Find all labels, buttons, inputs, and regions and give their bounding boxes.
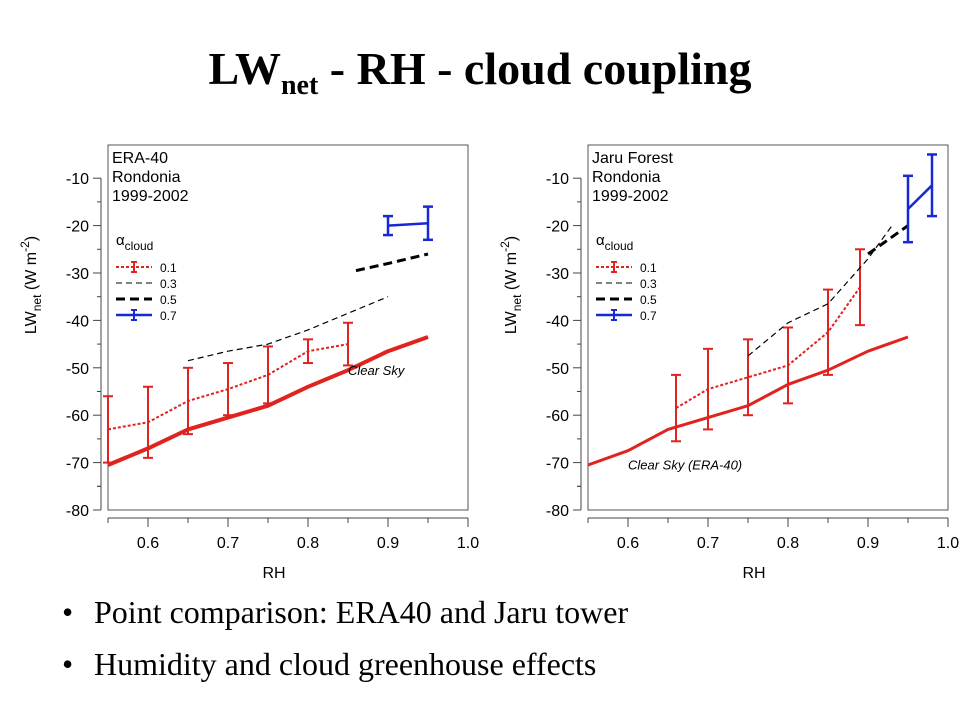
y-tick-label: -80 [66, 503, 89, 520]
chart-jaru-forest: -10 -20 -30 -40 -50 -60 -70 -80 0.6 0.7 0.8 0.9 1.0 R… [498, 144, 959, 582]
info-text: Rondonia [112, 169, 181, 186]
series-line [387, 221, 429, 227]
y-tick-label: -30 [546, 266, 569, 283]
y-axis-label-part: LW [503, 310, 520, 334]
legend-label: 0.1 [640, 261, 657, 275]
legend-label: 0.7 [160, 309, 177, 323]
plot-frame [587, 144, 949, 511]
legend-title-symbol: α [116, 232, 125, 249]
bullet-list: • Point comparison: ERA40 and Jaru tower … [60, 590, 628, 694]
y-axis-label-part: LW [23, 310, 40, 334]
x-tick-label: 0.7 [697, 535, 719, 552]
bullet-dot: • [62, 594, 74, 630]
legend-label: 0.3 [160, 277, 177, 291]
y-axis-label-part: -2 [498, 241, 512, 252]
y-tick-label: -10 [66, 171, 89, 188]
bullet-text: Humidity and cloud greenhouse effects [94, 646, 597, 682]
y-tick-label: -40 [546, 313, 569, 330]
y-axis-label-part: net [30, 294, 44, 311]
series-line [355, 252, 429, 273]
x-axis-label: RH [742, 565, 765, 582]
y-tick-label: -70 [66, 456, 89, 473]
title-rest: - RH - cloud coupling [318, 43, 752, 94]
legend-title-symbol: α [596, 232, 605, 249]
chart-era40: -10 -20 -30 -40 -50 -60 -70 -80 0.6 0.7 0.8 0.9 1.0 R… [18, 144, 479, 582]
y-tick-label: -20 [546, 219, 569, 236]
info-text: 1999-2002 [592, 188, 669, 205]
y-tick-label: -50 [546, 361, 569, 378]
series-line [187, 296, 389, 362]
series-line [867, 224, 909, 256]
series-line [747, 225, 893, 357]
y-tick-label: -60 [66, 408, 89, 425]
x-tick-label: 0.8 [297, 535, 319, 552]
x-tick-label: 0.6 [617, 535, 639, 552]
y-tick-label: -70 [546, 456, 569, 473]
x-tick-label: 1.0 [457, 535, 479, 552]
legend-label: 0.1 [160, 261, 177, 275]
y-tick-label: -10 [546, 171, 569, 188]
bullet-item: • Point comparison: ERA40 and Jaru tower [60, 590, 628, 642]
info-text: ERA-40 [112, 150, 168, 167]
y-axis-label-part: -2 [18, 241, 32, 252]
bullet-item: • Humidity and cloud greenhouse effects [60, 642, 628, 694]
bullet-dot: • [62, 646, 74, 682]
y-axis-label-part: (W m [23, 252, 40, 295]
bullet-text: Point comparison: ERA40 and Jaru tower [94, 594, 629, 630]
x-tick-label: 0.9 [377, 535, 399, 552]
y-tick-label: -50 [66, 361, 89, 378]
y-tick-label: -40 [66, 313, 89, 330]
plot-frame [107, 144, 469, 511]
info-text: Jaru Forest [592, 150, 673, 167]
legend-label: 0.3 [640, 277, 657, 291]
x-tick-label: 0.7 [217, 535, 239, 552]
y-axis-label-part: net [510, 294, 524, 311]
y-axis-label-part: ) [503, 236, 520, 241]
y-axis-label-part: ) [23, 236, 40, 241]
x-tick-label: 0.9 [857, 535, 879, 552]
x-axis-label: RH [262, 565, 285, 582]
y-axis-label: LWnet (W m-2) [18, 236, 44, 334]
series-line [675, 286, 861, 409]
info-text: Rondonia [592, 169, 661, 186]
y-axis-label-part: (W m [503, 252, 520, 295]
legend-title-sub: cloud [125, 239, 154, 253]
slide-title: LWnet - RH - cloud coupling [0, 42, 960, 102]
legend-title-sub: cloud [605, 239, 634, 253]
legend-title: αcloud [116, 232, 153, 253]
x-tick-label: 0.6 [137, 535, 159, 552]
series-line [907, 184, 933, 210]
y-tick-label: -60 [546, 408, 569, 425]
legend-label: 0.5 [160, 293, 177, 307]
legend-label: 0.5 [640, 293, 657, 307]
clear-sky-annotation: Clear Sky (ERA-40) [628, 458, 742, 473]
x-tick-label: 1.0 [937, 535, 959, 552]
title-subscript: net [280, 70, 319, 101]
x-tick-label: 0.8 [777, 535, 799, 552]
y-tick-label: -20 [66, 219, 89, 236]
title-main: LW [208, 43, 281, 94]
legend-label: 0.7 [640, 309, 657, 323]
series-line [107, 335, 429, 467]
y-tick-label: -80 [546, 503, 569, 520]
y-tick-label: -30 [66, 266, 89, 283]
y-axis-label: LWnet (W m-2) [498, 236, 524, 334]
clear-sky-annotation: Clear Sky [348, 363, 406, 378]
legend-title: αcloud [596, 232, 633, 253]
info-text: 1999-2002 [112, 188, 189, 205]
